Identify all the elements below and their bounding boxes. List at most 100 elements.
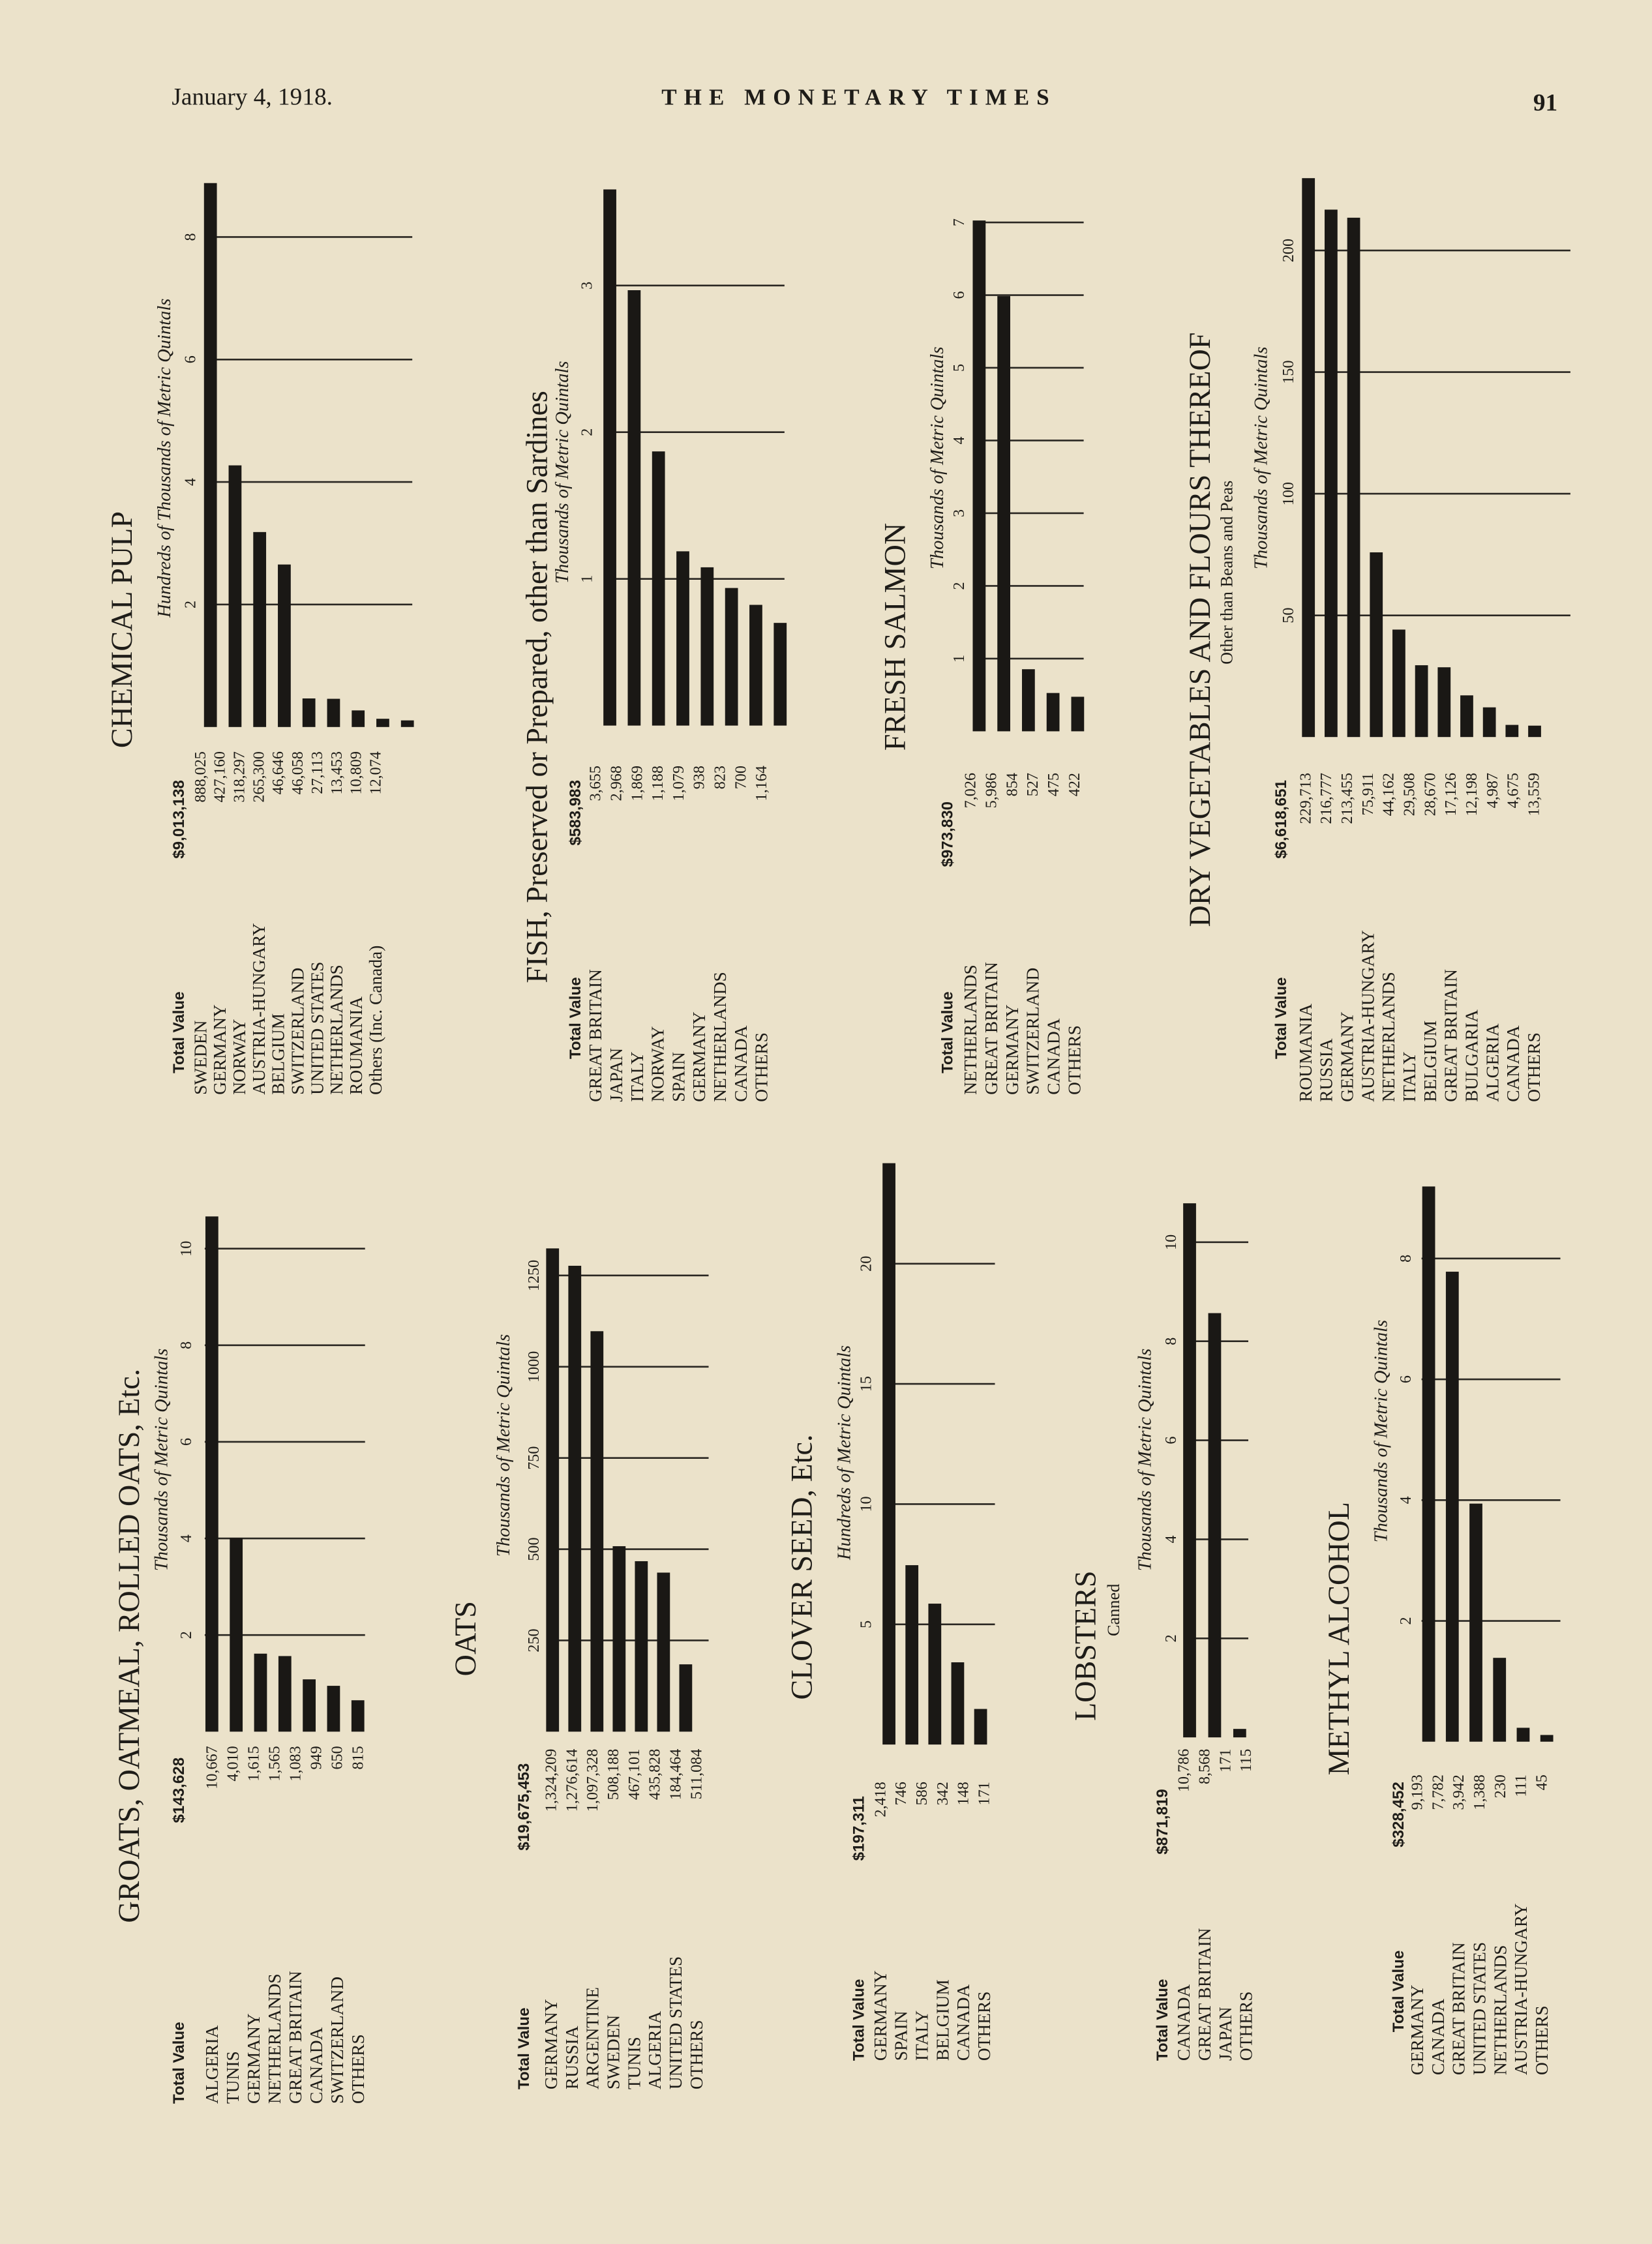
masthead: THE MONETARY TIMES <box>661 85 1056 110</box>
row-value: 9,193 <box>1409 1774 1426 1810</box>
y-tick-label: 100 <box>1280 482 1297 505</box>
row-label: CANADA <box>1503 1025 1523 1101</box>
y-tick-label: 1250 <box>525 1260 543 1291</box>
row-label: BELGIUM <box>1420 1021 1440 1102</box>
bar <box>725 588 738 726</box>
row-label: BELGIUM <box>269 1013 288 1095</box>
bar <box>568 1265 582 1732</box>
row-label: JAPAN <box>607 1048 626 1102</box>
bar <box>603 189 616 726</box>
chart-subtitle: Canned <box>1104 1584 1123 1636</box>
row-label: GERMANY <box>1407 1984 1427 2075</box>
row-value: 467,101 <box>625 1749 643 1800</box>
row-value: 216,777 <box>1317 773 1335 824</box>
row-value: 511,084 <box>687 1749 705 1800</box>
row-value: 8,568 <box>1196 1749 1214 1784</box>
y-tick-label: 50 <box>1280 608 1297 623</box>
y-tick-label: 20 <box>857 1256 875 1272</box>
y-tick-label: 1 <box>950 655 968 663</box>
chart-title: FRESH SALMON <box>878 523 911 751</box>
bar <box>1021 669 1035 732</box>
y-tick-label: 200 <box>1280 239 1297 262</box>
row-value: 28,670 <box>1421 773 1439 816</box>
row-label: GERMANY <box>689 1011 709 1102</box>
y-tick-label: 8 <box>181 233 199 241</box>
bar <box>635 1561 648 1732</box>
row-value: 7,026 <box>962 773 980 808</box>
total-label: Total Value <box>1390 1951 1407 2033</box>
row-label: GREAT BRITAIN <box>286 1971 305 2104</box>
row-label: GERMANY <box>871 1970 890 2061</box>
row-label: NORWAY <box>648 1026 668 1101</box>
row-label: GERMANY <box>210 1004 230 1095</box>
row-label: SWEDEN <box>190 1020 210 1094</box>
row-label: Others (Inc. Canada) <box>366 946 385 1095</box>
row-label: ITALY <box>627 1051 647 1101</box>
row-label: OTHERS <box>974 1991 994 2061</box>
row-value: 854 <box>1003 773 1021 796</box>
chart-title: DRY VEGETABLES AND FLOURS THEREOF <box>1183 333 1216 927</box>
bar <box>546 1248 560 1732</box>
bar <box>749 605 762 726</box>
bar <box>205 1216 218 1732</box>
row-label: NETHERLANDS <box>710 972 730 1102</box>
row-label: UNITED STATES <box>307 962 327 1095</box>
total-value: $871,819 <box>1154 1789 1171 1855</box>
y-tick-label: 250 <box>525 1628 543 1652</box>
y-tick-label: 4 <box>1162 1535 1180 1543</box>
y-tick-label: 6 <box>950 291 968 299</box>
row-label: SWITZERLAND <box>288 968 308 1095</box>
bar <box>1415 665 1428 738</box>
row-value: 2,418 <box>871 1782 889 1817</box>
bar <box>1046 693 1060 732</box>
chart-title: GROATS, OATMEAL, ROLLED OATS, Etc. <box>112 1369 145 1923</box>
row-value: 650 <box>329 1746 346 1769</box>
row-value: 46,646 <box>269 751 287 794</box>
row-value: 815 <box>350 1746 367 1769</box>
axis-title: Thousands of Metric Quintals <box>552 361 573 583</box>
bar <box>376 719 389 727</box>
row-value: 4,987 <box>1484 773 1501 808</box>
row-label: BULGARIA <box>1462 1010 1481 1102</box>
row-value: 3,655 <box>587 766 605 801</box>
row-label: OTHERS <box>1532 2005 1552 2075</box>
bar <box>1422 1186 1435 1742</box>
row-label: ARGENTINE <box>583 1987 603 2089</box>
bar <box>773 623 787 726</box>
total-value: $583,983 <box>567 780 584 846</box>
total-label: Total Value <box>1272 977 1290 1059</box>
row-value: 318,297 <box>230 751 248 802</box>
row-value: 230 <box>1492 1774 1509 1798</box>
axis-title: Thousands of Metric Quintals <box>927 347 948 569</box>
bar <box>1325 209 1338 738</box>
row-label: GREAT BRITAIN <box>1449 1942 1469 2075</box>
bar <box>612 1546 626 1732</box>
y-tick-label: 750 <box>525 1446 543 1470</box>
chart-subtitle: Other than Beans and Peas <box>1218 481 1237 665</box>
bar <box>627 290 641 726</box>
chart-title: METHYL ALCOHOL <box>1322 1502 1355 1775</box>
row-label: GERMANY <box>244 2013 263 2104</box>
chart-title: FISH, Preserved or Prepared, other than … <box>520 391 554 983</box>
y-tick-label: 2 <box>1397 1617 1415 1624</box>
y-tick-label: 4 <box>177 1534 195 1542</box>
bar <box>1183 1203 1196 1738</box>
row-value: 746 <box>892 1782 910 1805</box>
bar <box>278 564 291 727</box>
row-label: OTHERS <box>687 2020 706 2089</box>
row-value: 475 <box>1045 773 1062 796</box>
row-value: 2,968 <box>607 766 625 801</box>
row-value: 29,508 <box>1400 773 1418 816</box>
bar <box>657 1572 670 1732</box>
axis-title: Thousands of Metric Quintals <box>1251 347 1271 569</box>
row-value: 10,667 <box>203 1746 220 1789</box>
chart-title: LOBSTERS <box>1068 1570 1102 1720</box>
row-value: 27,113 <box>308 751 326 794</box>
row-label: TUNIS <box>624 2037 644 2089</box>
row-value: 4,675 <box>1505 773 1522 808</box>
row-label: NETHERLANDS <box>1379 972 1398 1102</box>
y-tick-label: 10 <box>177 1241 195 1257</box>
chart-title: CHEMICAL PULP <box>105 511 138 748</box>
bar <box>1505 725 1519 738</box>
